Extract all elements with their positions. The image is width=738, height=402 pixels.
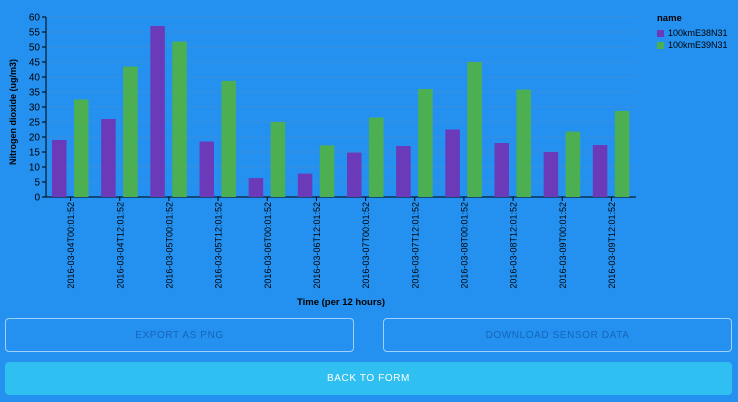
legend-label-series-1: 100kmE38N31 — [668, 28, 728, 38]
bar-series-1 — [592, 145, 608, 197]
x-tick-label: 2016-03-05T12:01:52 — [214, 202, 224, 289]
bar-series-2 — [614, 110, 630, 197]
y-tick-label: 15 — [29, 148, 41, 159]
bar-series-1 — [494, 143, 509, 197]
chart: 0 5 10 15 20 25 30 35 40 45 50 55 60 2016-03-04T00:01… — [8, 13, 636, 308]
x-tick-label: 2016-03-04T00:01:52 — [66, 202, 76, 289]
bar-series-1 — [347, 152, 362, 197]
x-tick-label: 2016-03-07T00:01:52 — [361, 202, 371, 289]
y-tick-label: 50 — [29, 43, 41, 54]
bar-series-2 — [74, 99, 89, 197]
y-tick-label: 10 — [29, 163, 41, 174]
x-tick-label: 2016-03-08T12:01:52 — [509, 202, 519, 289]
bar-series-1 — [543, 152, 559, 197]
y-tick-label: 60 — [29, 13, 41, 24]
x-tick-label: 2016-03-04T12:01:52 — [115, 202, 125, 289]
y-tick-label: 55 — [29, 28, 41, 39]
download-sensor-data-button[interactable]: DOWNLOAD SENSOR DATA — [383, 318, 732, 352]
bar-series-1 — [52, 140, 67, 197]
y-tick-label: 20 — [29, 133, 41, 144]
bar-series-2 — [418, 89, 433, 197]
legend-label-series-2: 100kmE39N31 — [668, 40, 728, 50]
y-tick-label: 25 — [29, 118, 41, 129]
y-tick-label: 35 — [29, 88, 41, 99]
bar-series-1 — [150, 26, 165, 197]
bar-series-2 — [172, 41, 187, 197]
export-png-button[interactable]: EXPORT AS PNG — [5, 318, 354, 352]
bar-series-2 — [319, 145, 335, 197]
bar-series-2 — [516, 89, 531, 197]
back-to-form-button[interactable]: BACK TO FORM — [5, 362, 732, 395]
x-tick-label: 2016-03-06T12:01:52 — [312, 202, 322, 289]
y-tick-label: 45 — [29, 58, 41, 69]
x-tick-label: 2016-03-07T12:01:52 — [410, 202, 420, 289]
legend: name 100kmE38N31 100kmE39N31 — [657, 13, 728, 51]
legend-swatch-series-2 — [657, 41, 664, 49]
chart-area: 0 5 10 15 20 25 30 35 40 45 50 55 60 2016-03-04T00:01… — [8, 13, 728, 309]
bar-series-2 — [221, 80, 236, 197]
bar-series-1 — [445, 129, 460, 197]
x-tick-label: 2016-03-06T00:01:52 — [263, 202, 273, 289]
legend-swatch-series-1 — [657, 29, 664, 37]
y-axis-title: Nitrogen dioxide (ug/m3) — [8, 59, 18, 165]
bar-series-2 — [369, 117, 384, 197]
x-axis-title: Time (per 12 hours) — [297, 297, 385, 308]
y-tick-label: 0 — [34, 193, 40, 204]
y-tick-label: 30 — [29, 103, 41, 114]
y-tick-label: 5 — [34, 178, 40, 189]
y-tick-label: 40 — [29, 73, 41, 84]
bar-series-1 — [199, 141, 214, 197]
legend-title: name — [657, 13, 682, 24]
x-tick-label: 2016-03-08T00:01:52 — [459, 202, 469, 289]
legend-item-series-2: 100kmE39N31 — [657, 39, 728, 51]
bar-series-1 — [248, 178, 264, 197]
x-tick-label: 2016-03-09T00:01:52 — [558, 202, 568, 289]
x-tick-label: 2016-03-09T12:01:52 — [607, 202, 617, 289]
x-tick-label: 2016-03-05T00:01:52 — [164, 202, 174, 289]
bar-series-1 — [396, 146, 411, 197]
bar-series-1 — [297, 173, 313, 197]
bar-series-2 — [565, 131, 581, 197]
bar-series-2 — [467, 62, 482, 197]
bar-series-2 — [123, 66, 138, 197]
bar-series-2 — [270, 122, 286, 197]
legend-item-series-1: 100kmE38N31 — [657, 27, 728, 39]
bar-series-1 — [101, 119, 116, 197]
